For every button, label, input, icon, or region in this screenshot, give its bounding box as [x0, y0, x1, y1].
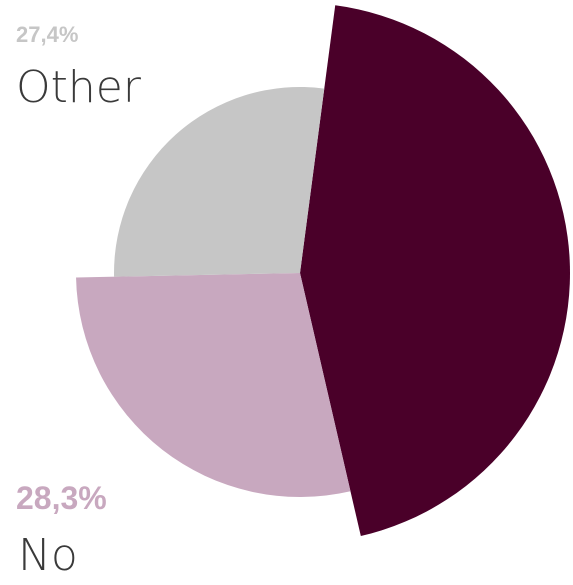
slice-other — [114, 86, 325, 277]
slice-main — [300, 5, 571, 537]
slice-other-name-label: Other — [16, 62, 141, 113]
slice-other-value-label: 27,4% — [16, 22, 79, 47]
slice-no-value-label: 28,3% — [16, 480, 107, 516]
slice-no — [76, 273, 351, 498]
slice-no-name-label: No — [18, 530, 78, 581]
